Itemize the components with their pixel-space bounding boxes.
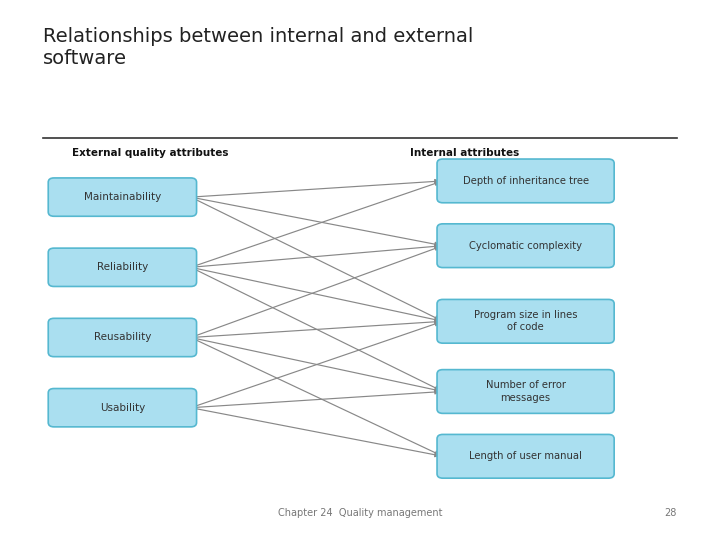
Text: External quality attributes: External quality attributes	[72, 148, 228, 159]
Text: Usability: Usability	[100, 403, 145, 413]
Text: Program size in lines
of code: Program size in lines of code	[474, 310, 577, 333]
Text: Reliability: Reliability	[96, 262, 148, 272]
FancyBboxPatch shape	[48, 178, 197, 216]
Text: Cyclomatic complexity: Cyclomatic complexity	[469, 241, 582, 251]
Text: 28: 28	[665, 508, 677, 518]
FancyBboxPatch shape	[437, 159, 614, 202]
Text: Relationships between internal and external
software: Relationships between internal and exter…	[43, 27, 474, 68]
Text: Depth of inheritance tree: Depth of inheritance tree	[462, 176, 589, 186]
FancyBboxPatch shape	[437, 369, 614, 414]
Text: Length of user manual: Length of user manual	[469, 451, 582, 461]
FancyBboxPatch shape	[437, 299, 614, 343]
Text: Chapter 24  Quality management: Chapter 24 Quality management	[278, 508, 442, 518]
Text: Maintainability: Maintainability	[84, 192, 161, 202]
FancyBboxPatch shape	[437, 434, 614, 478]
FancyBboxPatch shape	[437, 224, 614, 267]
Text: Reusability: Reusability	[94, 333, 151, 342]
Text: Internal attributes: Internal attributes	[410, 148, 520, 159]
Text: Number of error
messages: Number of error messages	[485, 380, 566, 403]
FancyBboxPatch shape	[48, 248, 197, 286]
FancyBboxPatch shape	[48, 389, 197, 427]
FancyBboxPatch shape	[48, 319, 197, 357]
